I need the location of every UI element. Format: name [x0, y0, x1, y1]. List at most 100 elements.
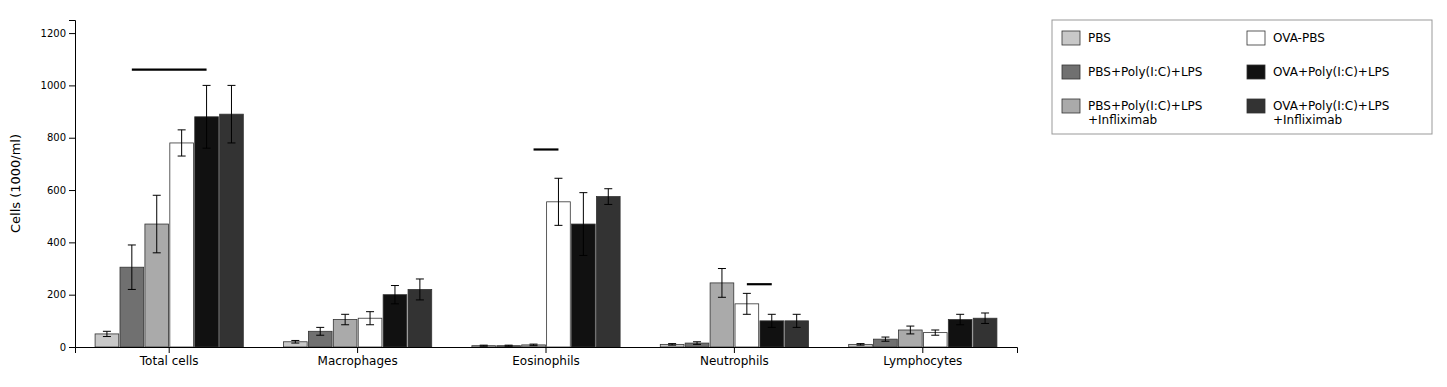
- error-bar: [316, 327, 324, 335]
- legend-item: OVA-PBS: [1247, 31, 1325, 45]
- error-bar: [931, 330, 939, 335]
- y-axis-line: [69, 21, 76, 348]
- y-tick-mark: [69, 33, 75, 34]
- legend-swatch: [1247, 99, 1265, 113]
- y-tick-label: 1200: [41, 28, 66, 39]
- y-tick-mark: [69, 138, 75, 139]
- error-bar: [857, 344, 865, 346]
- significance-line: [534, 148, 559, 150]
- error-bar: [178, 130, 186, 156]
- error-bar: [366, 312, 374, 325]
- error-bar: [227, 85, 235, 143]
- marks: [95, 70, 997, 347]
- bar: [596, 197, 620, 347]
- y-tick: 800: [47, 132, 75, 143]
- error-bar: [530, 344, 538, 346]
- y-axis: 0 200 400 600 800 1000 1200: [41, 21, 76, 353]
- x-tick-label: Neutrophils: [700, 354, 769, 368]
- x-axis: Total cells Macrophages Eosinophils Neutrop…: [76, 347, 1018, 368]
- y-tick: 400: [47, 237, 75, 248]
- legend-swatch: [1062, 65, 1080, 79]
- chart: 0 200 400 600 800 1000 1200 Total cells Macropha…: [0, 0, 1447, 387]
- series: [145, 195, 922, 347]
- y-tick-label: 200: [47, 289, 66, 300]
- y-tick-label: 1000: [41, 80, 66, 91]
- error-bar: [554, 178, 562, 225]
- legend-frame: [1052, 20, 1432, 134]
- legend-label: OVA+Poly(I:C)+LPS: [1273, 65, 1389, 79]
- y-tick-label: 400: [47, 237, 66, 248]
- x-tick-label: Lymphocytes: [883, 354, 962, 368]
- x-tick-label: Total cells: [139, 354, 199, 368]
- x-tick-mark: [734, 347, 735, 353]
- y-tick: 200: [47, 289, 75, 300]
- error-bar: [793, 314, 801, 327]
- y-tick-mark: [69, 190, 75, 191]
- significance-line: [747, 283, 772, 285]
- y-tick: 0: [60, 342, 75, 353]
- error-bar: [505, 345, 513, 346]
- y-tick-mark: [69, 242, 75, 243]
- error-bar: [981, 313, 989, 323]
- x-tick: Lymphocytes: [883, 347, 962, 368]
- significance-line: [132, 69, 207, 71]
- error-bar: [743, 293, 751, 314]
- y-tick: 1200: [41, 28, 75, 39]
- error-bar: [579, 193, 587, 256]
- error-bar: [768, 314, 776, 327]
- x-tick: Macrophages: [318, 347, 398, 368]
- error-bar: [604, 189, 612, 205]
- bar: [522, 345, 546, 347]
- y-tick-label: 0: [60, 342, 66, 353]
- x-tick-mark: [357, 347, 358, 353]
- x-tick-mark: [922, 347, 923, 353]
- error-bar: [103, 331, 111, 336]
- y-tick-mark: [69, 347, 75, 348]
- plot: 0 200 400 600 800 1000 1200 Total cells Macropha…: [41, 21, 1018, 368]
- y-tick-label: 600: [47, 185, 66, 196]
- legend-item: OVA+Poly(I:C)+LPS+Infliximab: [1247, 99, 1389, 127]
- series: [195, 85, 972, 347]
- x-tick-mark: [546, 347, 547, 353]
- x-tick-mark: [169, 347, 170, 353]
- error-bar: [718, 269, 726, 298]
- legend-swatch: [1062, 99, 1080, 113]
- error-bar: [668, 344, 676, 346]
- legend-label: OVA-PBS: [1273, 31, 1325, 45]
- legend-swatch: [1247, 31, 1265, 45]
- legend-item: PBS+Poly(I:C)+LPS: [1062, 65, 1202, 79]
- error-bar: [480, 345, 488, 346]
- error-bar: [881, 337, 889, 341]
- error-bar: [128, 245, 136, 289]
- legend: PBS PBS+Poly(I:C)+LPS PBS+Poly(I:C)+LPS+In…: [1052, 20, 1432, 134]
- legend-label: PBS: [1088, 31, 1111, 45]
- bar: [497, 346, 521, 347]
- y-tick-mark: [69, 85, 75, 86]
- series: [170, 130, 947, 347]
- error-bar: [203, 85, 211, 148]
- y-tick-label: 800: [47, 132, 66, 143]
- legend-swatch: [1062, 31, 1080, 45]
- error-bar: [341, 314, 349, 324]
- y-tick: 1000: [41, 80, 75, 91]
- bar: [849, 344, 873, 347]
- bar: [170, 143, 194, 347]
- error-bar: [956, 314, 964, 324]
- legend-label: PBS+Poly(I:C)+LPS+Infliximab: [1088, 99, 1202, 127]
- bar: [660, 344, 684, 347]
- x-tick: Neutrophils: [700, 347, 769, 368]
- bar: [220, 114, 244, 347]
- error-bar: [906, 326, 914, 334]
- x-tick-label: Macrophages: [318, 354, 398, 368]
- x-tick: Eosinophils: [512, 347, 580, 368]
- error-bar: [693, 342, 701, 345]
- x-axis-line: [76, 348, 1018, 354]
- x-tick: Total cells: [139, 347, 199, 368]
- error-bar: [391, 286, 399, 304]
- x-tick-label: Eosinophils: [512, 354, 580, 368]
- error-bar: [291, 340, 299, 343]
- series: [220, 85, 997, 347]
- y-axis-title: Cells (1000/ml): [8, 134, 23, 233]
- legend-label: PBS+Poly(I:C)+LPS: [1088, 65, 1202, 79]
- error-bar: [416, 279, 424, 300]
